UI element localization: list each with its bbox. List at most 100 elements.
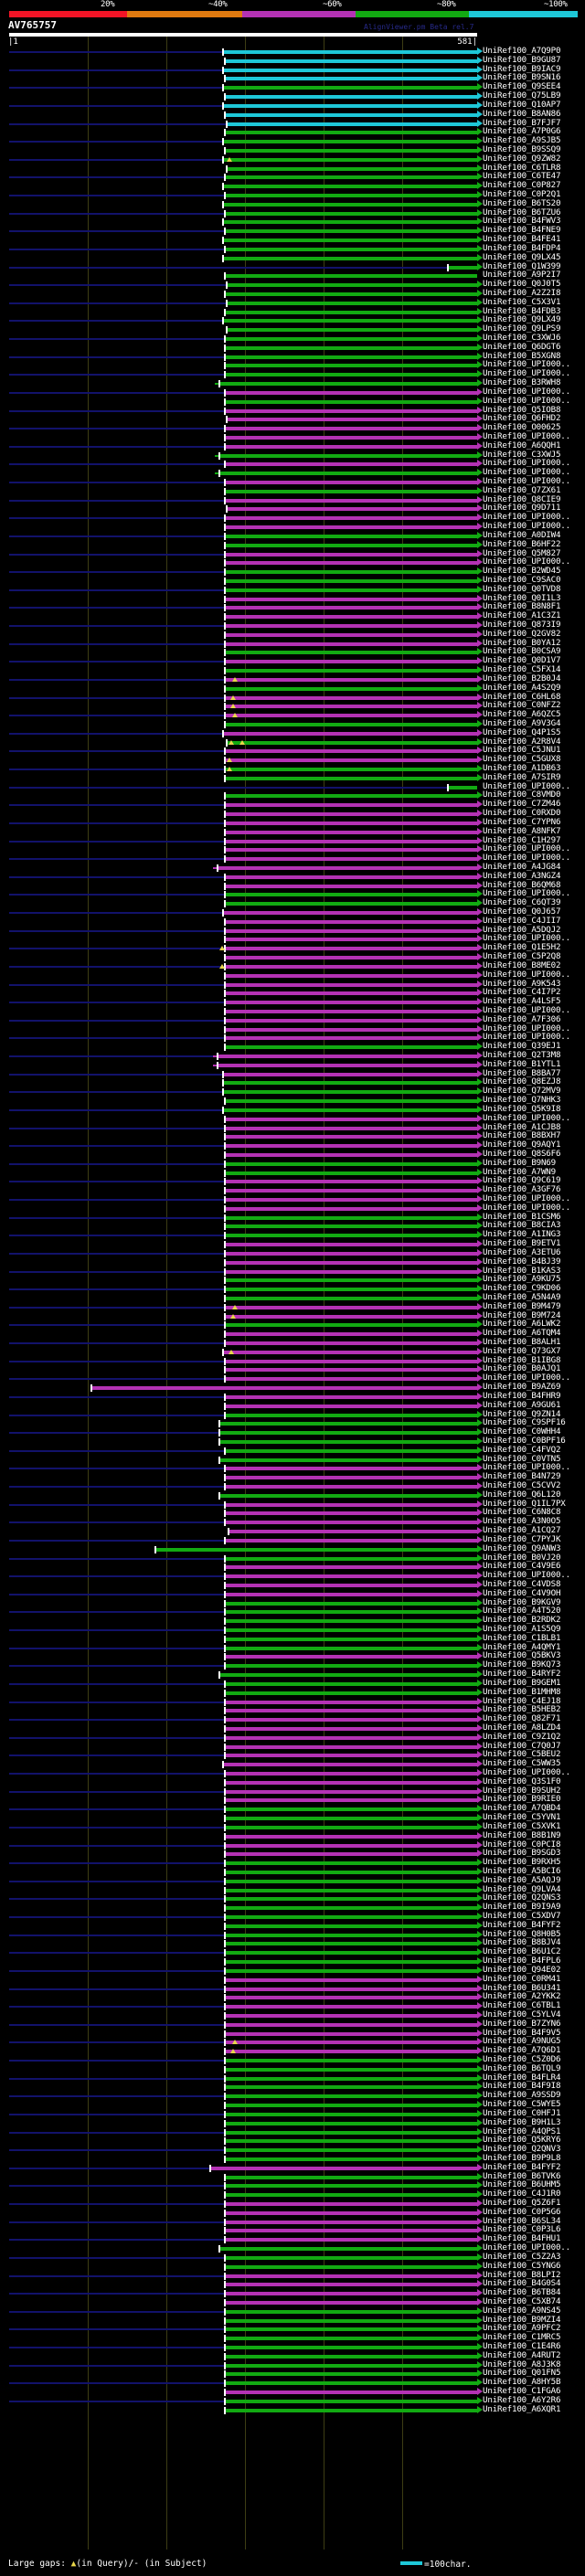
alignment-bar[interactable] <box>225 2229 477 2233</box>
hit-label[interactable]: UniRef100_Q7ZX61 <box>483 484 561 495</box>
alignment-bar[interactable] <box>225 390 477 395</box>
alignment-bar[interactable] <box>225 1996 477 2000</box>
hit-label[interactable]: UniRef100_Q1E5H2 <box>483 942 561 953</box>
hit-label[interactable]: UniRef100_Q0D1V7 <box>483 655 561 666</box>
hit-row[interactable]: UniRef100_C5Z2A3 <box>0 2251 585 2263</box>
hit-label[interactable]: UniRef100_B1YTL1 <box>483 1058 561 1069</box>
hit-label[interactable]: UniRef100_C9KD06 <box>483 1283 561 1294</box>
hit-label[interactable]: UniRef100_C4EJ18 <box>483 1695 561 1706</box>
hit-row[interactable]: UniRef100_Q0J0T5 <box>0 279 585 290</box>
hit-row[interactable]: UniRef100_UPI000.. <box>0 522 585 532</box>
alignment-bar[interactable] <box>225 1018 477 1023</box>
hit-row[interactable]: UniRef100_B7ZYN6 <box>0 2019 585 2030</box>
hit-label[interactable]: UniRef100_B2WD45 <box>483 566 561 577</box>
hit-row[interactable]: UniRef100_C4V9E6 <box>0 1562 585 1572</box>
hit-label[interactable]: UniRef100_Q2GV82 <box>483 628 561 639</box>
hit-label[interactable]: UniRef100_A8HY5B <box>483 2377 561 2388</box>
alignment-bar[interactable] <box>225 1413 477 1417</box>
alignment-bar[interactable] <box>225 1924 477 1928</box>
hit-row[interactable]: UniRef100_Q0I1L3 <box>0 593 585 604</box>
alignment-bar[interactable] <box>225 991 477 996</box>
hit-label[interactable]: UniRef100_B1CSM6 <box>483 1211 561 1222</box>
alignment-bar[interactable] <box>225 588 477 592</box>
hit-row[interactable]: UniRef100_C5Z0D6 <box>0 2055 585 2065</box>
alignment-bar[interactable] <box>227 301 477 305</box>
alignment-bar[interactable] <box>225 839 477 843</box>
alignment-bar[interactable] <box>225 1646 477 1650</box>
hit-label[interactable]: UniRef100_Q9D711 <box>483 503 561 514</box>
hit-label[interactable]: UniRef100_B8BA77 <box>483 1067 561 1078</box>
hit-row[interactable]: UniRef100_UPI000.. <box>0 844 585 854</box>
hit-label[interactable]: UniRef100_C5Z2A3 <box>483 2251 561 2262</box>
hit-row[interactable]: UniRef100_Q2T3M8 <box>0 1050 585 1061</box>
hit-row[interactable]: UniRef100_C5JNU1 <box>0 746 585 756</box>
hit-label[interactable]: UniRef100_B4RYF2 <box>483 1669 561 1680</box>
hit-row[interactable]: UniRef100_B4FDB3 <box>0 306 585 317</box>
hit-label[interactable]: UniRef100_C5YLV4 <box>483 2009 561 2019</box>
hit-label[interactable]: UniRef100_Q8H0B5 <box>483 1928 561 1939</box>
alignment-bar[interactable] <box>225 1789 477 1794</box>
hit-row[interactable]: UniRef100_A7F306 <box>0 1014 585 1025</box>
hit-label[interactable]: UniRef100_Q2T3M8 <box>483 1050 561 1060</box>
hit-label[interactable]: UniRef100_UPI000.. <box>483 368 570 379</box>
hit-row[interactable]: UniRef100_C3XWJ5 <box>0 450 585 461</box>
hit-row[interactable]: UniRef100_Q5Z6F1 <box>0 2199 585 2209</box>
hit-label[interactable]: UniRef100_UPI000.. <box>483 386 570 397</box>
hit-row[interactable]: UniRef100_B4F9V5 <box>0 2028 585 2039</box>
hit-row[interactable]: UniRef100_C7YPN6 <box>0 817 585 828</box>
alignment-bar[interactable] <box>225 1215 477 1220</box>
hit-label[interactable]: UniRef100_Q6L120 <box>483 1489 561 1500</box>
alignment-bar[interactable] <box>225 1467 477 1471</box>
hit-label[interactable]: UniRef100_C0RXD0 <box>483 808 561 819</box>
hit-label[interactable]: UniRef100_Q73GX7 <box>483 1345 561 1356</box>
hit-label[interactable]: UniRef100_Q6FHD2 <box>483 413 561 424</box>
hit-label[interactable]: UniRef100_C6TE47 <box>483 171 561 182</box>
alignment-bar[interactable] <box>225 1744 477 1749</box>
hit-label[interactable]: UniRef100_C0NFZ2 <box>483 700 561 711</box>
hit-label[interactable]: UniRef100_Q5M827 <box>483 547 561 558</box>
hit-label[interactable]: UniRef100_B4FNE9 <box>483 225 561 236</box>
alignment-bar[interactable] <box>223 1072 477 1076</box>
hit-label[interactable]: UniRef100_B5XGN8 <box>483 350 561 361</box>
hit-label[interactable]: UniRef100_Q0J0T5 <box>483 279 561 290</box>
hit-row[interactable]: UniRef100_A9SSD9 <box>0 2091 585 2101</box>
hit-row[interactable]: UniRef100_C5CVV2 <box>0 1481 585 1491</box>
hit-label[interactable]: UniRef100_B9M724 <box>483 1309 561 1320</box>
hit-row[interactable]: UniRef100_A9NS45 <box>0 2306 585 2316</box>
alignment-bar[interactable] <box>225 2318 477 2323</box>
hit-row[interactable]: UniRef100_B9RXH5 <box>0 1858 585 1868</box>
hit-row[interactable]: UniRef100_Q5M827 <box>0 547 585 559</box>
hit-label[interactable]: UniRef100_B2B0J4 <box>483 673 561 684</box>
alignment-bar[interactable] <box>225 1951 477 1956</box>
hit-label[interactable]: UniRef100_C0P3L6 <box>483 2224 561 2235</box>
hit-label[interactable]: UniRef100_Q4P1S5 <box>483 726 561 737</box>
alignment-bar[interactable] <box>225 1977 477 1982</box>
hit-label[interactable]: UniRef100_B0CSA9 <box>483 646 561 657</box>
hit-row[interactable]: UniRef100_Q0D1V7 <box>0 655 585 666</box>
alignment-bar[interactable] <box>225 2238 477 2242</box>
hit-row[interactable]: UniRef100_C4FVQ2 <box>0 1445 585 1456</box>
alignment-bar[interactable] <box>448 265 477 270</box>
alignment-bar[interactable] <box>225 2112 477 2116</box>
alignment-bar[interactable] <box>225 534 477 538</box>
hit-row[interactable]: UniRef100_B9GU87 <box>0 55 585 66</box>
hit-label[interactable]: UniRef100_A9K543 <box>483 978 561 989</box>
hit-row[interactable]: UniRef100_B4F9I8 <box>0 2082 585 2092</box>
hit-row[interactable]: UniRef100_B9SGD3 <box>0 1849 585 1859</box>
hit-row[interactable]: UniRef100_Q0TVD8 <box>0 584 585 595</box>
hit-row[interactable]: UniRef100_C0PCI8 <box>0 1839 585 1850</box>
alignment-bar[interactable] <box>225 481 477 484</box>
alignment-bar[interactable] <box>227 283 477 288</box>
hit-row[interactable]: UniRef100_A5AQJ9 <box>0 1875 585 1886</box>
alignment-bar[interactable] <box>223 68 477 72</box>
alignment-bar[interactable] <box>225 2050 477 2054</box>
hit-label[interactable]: UniRef100_B1MHM8 <box>483 1686 561 1697</box>
hit-label[interactable]: UniRef100_UPI000.. <box>483 1570 570 1581</box>
hit-label[interactable]: UniRef100_C7PYJK <box>483 1533 561 1544</box>
hit-row[interactable]: UniRef100_C1E4R6 <box>0 2342 585 2352</box>
alignment-bar[interactable] <box>225 2022 477 2027</box>
alignment-bar[interactable] <box>225 686 477 691</box>
hit-row[interactable]: UniRef100_A9KU75 <box>0 1275 585 1285</box>
hit-label[interactable]: UniRef100_Q2QNS3 <box>483 1892 561 1903</box>
hit-label[interactable]: UniRef100_C5FX14 <box>483 664 561 675</box>
